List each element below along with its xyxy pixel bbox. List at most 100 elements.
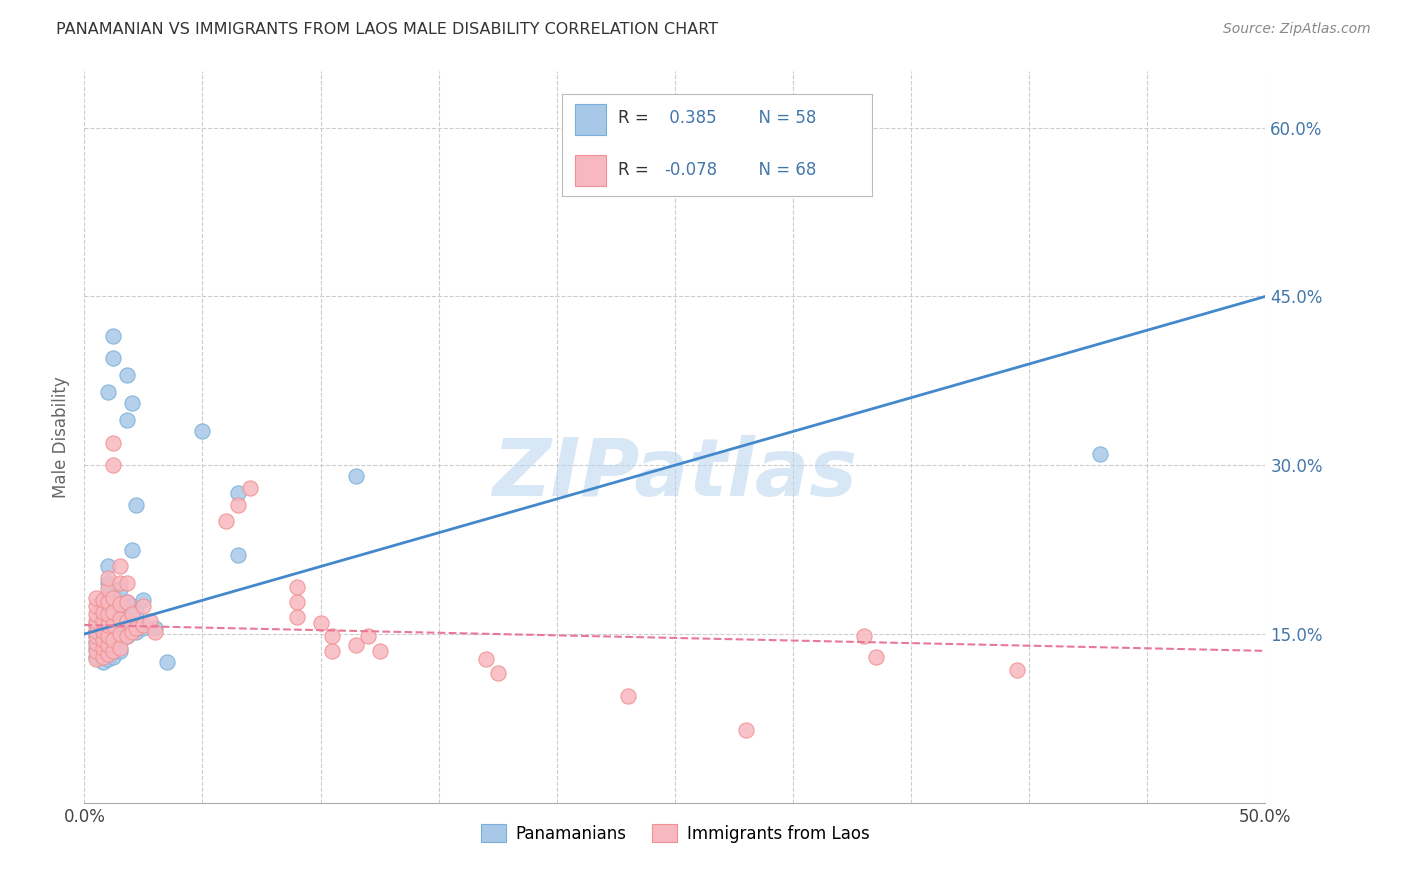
Point: [368, 644, 391, 658]
Point: [108, 640, 131, 655]
Point: [734, 723, 756, 737]
Point: [91, 593, 114, 607]
Point: [108, 576, 131, 591]
Point: [101, 588, 124, 602]
Point: [91, 605, 114, 619]
Point: [125, 605, 148, 619]
Point: [84, 629, 107, 643]
Point: [97, 652, 120, 666]
Text: N = 68: N = 68: [748, 161, 817, 178]
Point: [97, 618, 120, 632]
Point: [115, 368, 138, 383]
Point: [91, 621, 114, 635]
Point: [101, 605, 124, 619]
Point: [108, 644, 131, 658]
Point: [97, 647, 120, 661]
Point: [91, 605, 114, 619]
Point: [84, 649, 107, 664]
Point: [97, 644, 120, 658]
Point: [84, 644, 107, 658]
Point: [115, 595, 138, 609]
Point: [344, 638, 367, 652]
Point: [84, 618, 107, 632]
Point: [97, 582, 120, 596]
Point: [108, 582, 131, 596]
Point: [125, 624, 148, 639]
Point: [191, 425, 214, 439]
Point: [91, 614, 114, 628]
Legend: Panamanians, Immigrants from Laos: Panamanians, Immigrants from Laos: [474, 818, 876, 849]
Point: [84, 629, 107, 643]
Point: [97, 559, 120, 574]
Point: [84, 614, 107, 628]
Point: [91, 624, 114, 638]
Point: [97, 629, 120, 643]
Point: [101, 351, 124, 366]
Point: [226, 498, 249, 512]
Point: [121, 396, 143, 410]
Point: [91, 649, 114, 664]
Text: 0.385: 0.385: [665, 110, 717, 128]
Point: [321, 644, 343, 658]
Point: [115, 595, 138, 609]
Point: [1088, 447, 1111, 461]
Text: R =: R =: [619, 161, 654, 178]
Text: -0.078: -0.078: [665, 161, 717, 178]
Point: [91, 631, 114, 645]
Point: [108, 559, 131, 574]
Point: [344, 469, 367, 483]
Point: [101, 644, 124, 658]
Point: [97, 636, 120, 650]
Point: [101, 458, 124, 473]
Point: [101, 615, 124, 630]
Text: R =: R =: [619, 110, 654, 128]
Point: [115, 413, 138, 427]
Point: [108, 629, 131, 643]
Point: [108, 599, 131, 613]
Point: [91, 647, 114, 661]
Point: [97, 588, 120, 602]
Point: [97, 595, 120, 609]
Point: [121, 599, 143, 613]
Point: [132, 593, 155, 607]
Point: [108, 627, 131, 641]
Point: [97, 618, 120, 632]
Point: [132, 618, 155, 632]
Text: Source: ZipAtlas.com: Source: ZipAtlas.com: [1223, 22, 1371, 37]
Point: [143, 624, 166, 639]
Point: [101, 435, 124, 450]
Point: [285, 595, 308, 609]
Point: [475, 652, 498, 666]
Point: [285, 610, 308, 624]
Text: PANAMANIAN VS IMMIGRANTS FROM LAOS MALE DISABILITY CORRELATION CHART: PANAMANIAN VS IMMIGRANTS FROM LAOS MALE …: [56, 22, 718, 37]
Point: [285, 580, 308, 594]
Point: [115, 614, 138, 628]
Point: [143, 621, 166, 635]
Point: [101, 627, 124, 641]
Point: [121, 607, 143, 621]
Point: [121, 624, 143, 639]
Point: [84, 599, 107, 613]
Point: [108, 597, 131, 611]
Point: [139, 614, 162, 628]
FancyBboxPatch shape: [575, 104, 606, 135]
Point: [226, 486, 249, 500]
Point: [865, 649, 887, 664]
Point: [91, 614, 114, 628]
Point: [91, 655, 114, 669]
Point: [115, 614, 138, 628]
Point: [616, 689, 638, 703]
Point: [156, 655, 179, 669]
Point: [84, 635, 107, 649]
Point: [486, 666, 509, 681]
Point: [97, 599, 120, 613]
Point: [321, 629, 343, 643]
Point: [121, 542, 143, 557]
Point: [84, 624, 107, 638]
Point: [115, 576, 138, 591]
Point: [1007, 663, 1029, 677]
Point: [84, 640, 107, 655]
Text: N = 58: N = 58: [748, 110, 817, 128]
Point: [97, 576, 120, 591]
Point: [108, 615, 131, 630]
